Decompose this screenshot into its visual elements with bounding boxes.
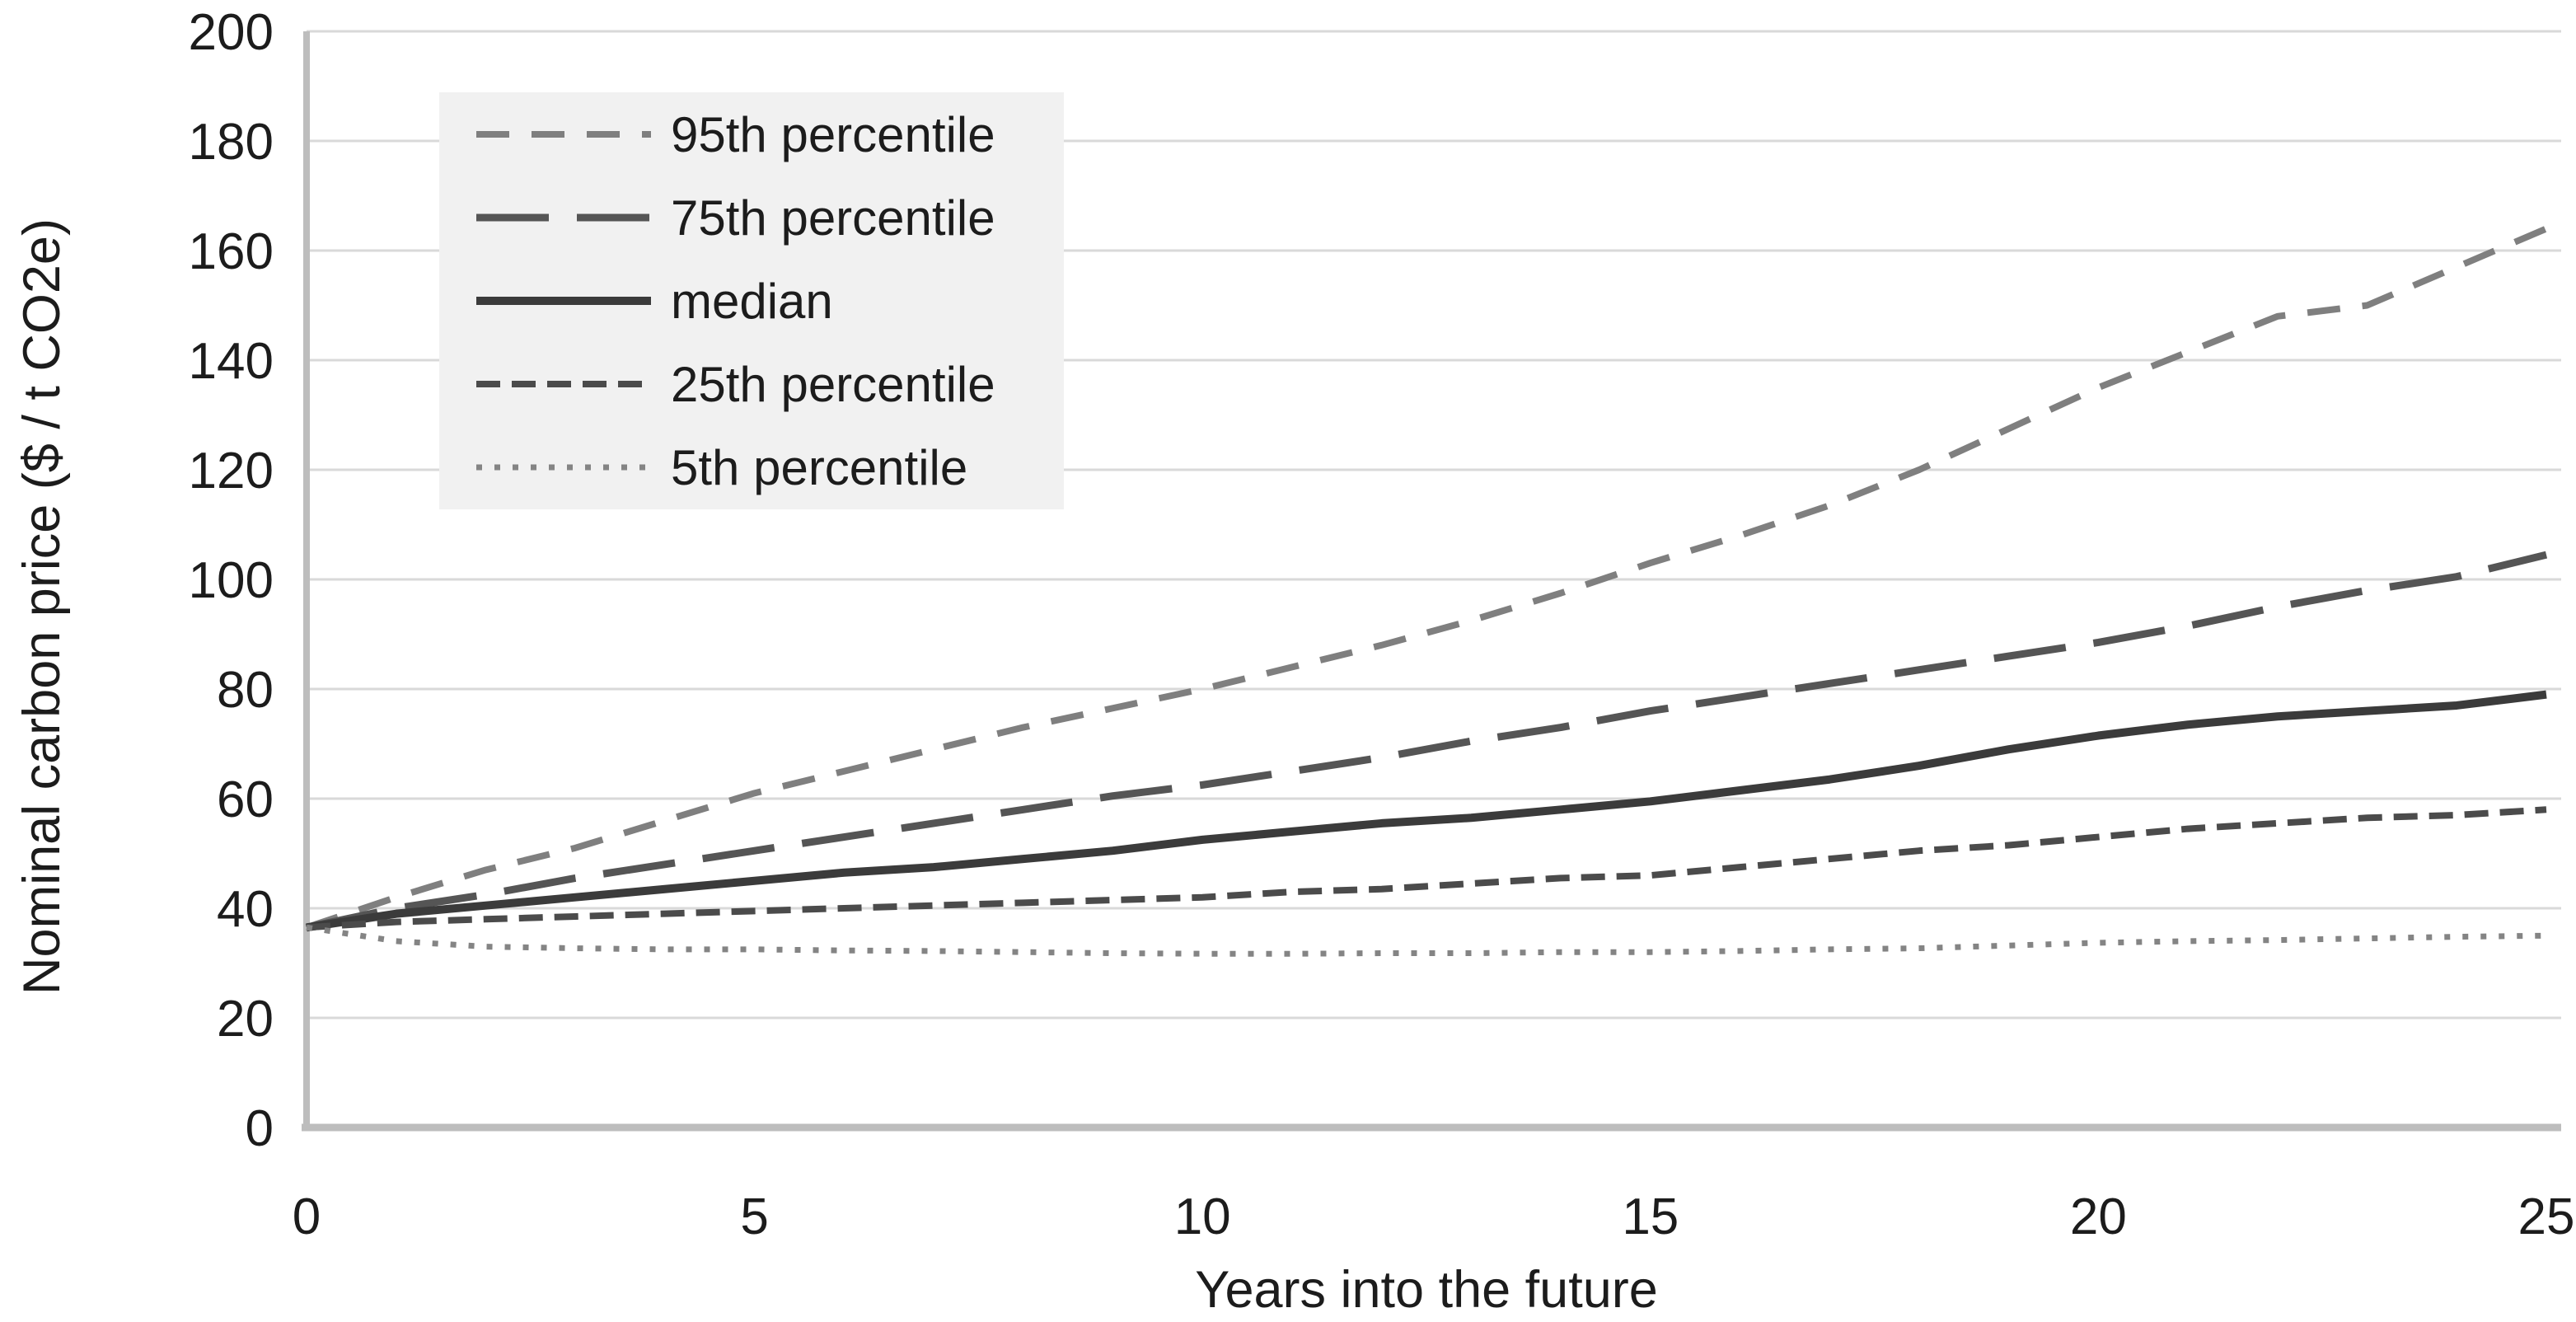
- legend-label: 25th percentile: [671, 357, 995, 412]
- series-line-75th-percentile: [306, 551, 2548, 931]
- series-line-95th-percentile: [305, 225, 2548, 931]
- legend-label: 95th percentile: [671, 107, 995, 162]
- y-tick-label: 100: [189, 552, 274, 609]
- legend-label: 75th percentile: [671, 190, 995, 246]
- x-tick-label: 0: [293, 1188, 321, 1245]
- legend-item-95th-percentile: 95th percentile: [476, 107, 995, 162]
- series-line-median: [306, 690, 2547, 932]
- legend: 95th percentile 75th percentile median 25th…: [439, 92, 1064, 509]
- y-tick-label: 160: [189, 223, 274, 280]
- legend-label: 5th percentile: [671, 440, 967, 495]
- series-lines: [305, 225, 2548, 957]
- y-tick-label: 80: [217, 662, 274, 719]
- legend-item-25th-percentile: 25th percentile: [476, 357, 995, 412]
- y-tick-label: 120: [189, 443, 274, 499]
- legend-item-75th-percentile: 75th percentile: [476, 190, 995, 246]
- y-tick-label: 0: [246, 1100, 274, 1157]
- x-tick-label: 5: [740, 1188, 768, 1245]
- y-tick-label: 20: [217, 991, 274, 1048]
- y-tick-label: 200: [189, 4, 274, 61]
- series-line-25th-percentile: [306, 806, 2547, 931]
- series-line-5th-percentile: [306, 924, 2547, 957]
- legend-item-5th-percentile: 5th percentile: [476, 440, 967, 495]
- y-tick-label: 140: [189, 333, 274, 390]
- axes: [302, 31, 2561, 1132]
- y-axis-title: Nominal carbon price ($ / t CO2e): [13, 218, 71, 995]
- y-tick-label: 60: [217, 771, 274, 828]
- y-tick-label: 180: [189, 114, 274, 171]
- x-tick-label: 10: [1174, 1188, 1231, 1245]
- x-tick-label: 20: [2070, 1188, 2127, 1245]
- x-tick-label: 25: [2518, 1188, 2575, 1245]
- y-tick-labels: 0 20 40 60 80 100 120 140 160 180 200: [189, 4, 274, 1157]
- legend-item-median: median: [476, 274, 833, 329]
- x-tick-labels: 0 5 10 15 20 25: [293, 1188, 2575, 1245]
- x-tick-label: 15: [1622, 1188, 1679, 1245]
- x-axis-title: Years into the future: [1195, 1261, 1658, 1319]
- y-tick-label: 40: [217, 881, 274, 938]
- legend-label: median: [671, 274, 833, 329]
